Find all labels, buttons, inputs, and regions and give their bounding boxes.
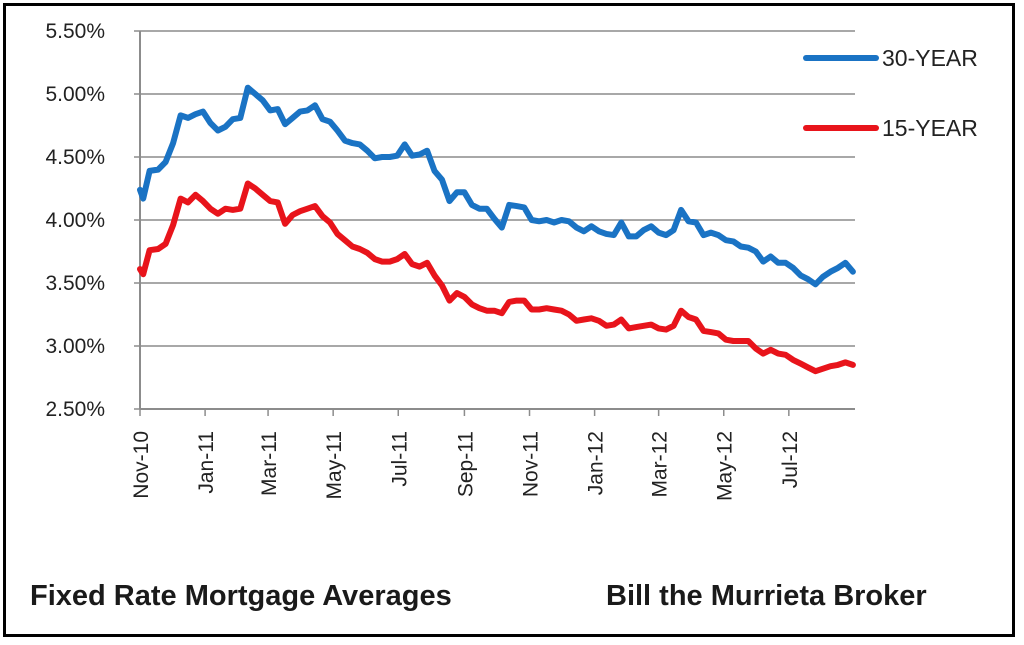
- x-tick-label: May-12: [714, 431, 737, 501]
- y-tick-label: 5.50%: [45, 20, 105, 43]
- series-line-30-year: [137, 84, 856, 288]
- x-tick-label: Jul-12: [779, 431, 802, 488]
- axis-layer: 5.50% 5.00% 4.50% 4.00% 3.50% 3.00% 2.50% Nov-1…: [45, 20, 855, 501]
- series-line-15-year: [137, 180, 856, 375]
- y-tick-label: 4.00%: [45, 209, 105, 232]
- legend: 30-YEAR 15-YEAR: [803, 45, 978, 141]
- caption-right: Bill the Murrieta Broker: [606, 580, 927, 612]
- x-tick-label: Jan-11: [195, 431, 218, 494]
- x-tick-label: Nov-10: [130, 431, 153, 499]
- legend-label: 30-YEAR: [882, 45, 978, 71]
- x-tick-label: Jul-11: [388, 431, 411, 487]
- y-tick-label: 2.50%: [45, 398, 105, 421]
- chart-frame: [3, 3, 1015, 637]
- x-tick-label: Sep-11: [454, 431, 477, 497]
- y-tick-label: 4.50%: [45, 146, 105, 169]
- y-tick-label: 3.00%: [45, 335, 105, 358]
- legend-label: 15-YEAR: [882, 115, 978, 141]
- series-layer: [137, 84, 856, 375]
- caption-left: Fixed Rate Mortgage Averages: [30, 580, 452, 612]
- x-tick-label: Mar-12: [649, 431, 672, 498]
- x-tick-label: May-11: [323, 431, 346, 499]
- x-tick-label: Jan-12: [585, 431, 608, 495]
- y-tick-label: 5.00%: [45, 83, 105, 106]
- y-tick-label: 3.50%: [45, 272, 105, 295]
- x-tick-label: Mar-11: [258, 431, 281, 496]
- x-tick-label: Nov-11: [520, 431, 543, 497]
